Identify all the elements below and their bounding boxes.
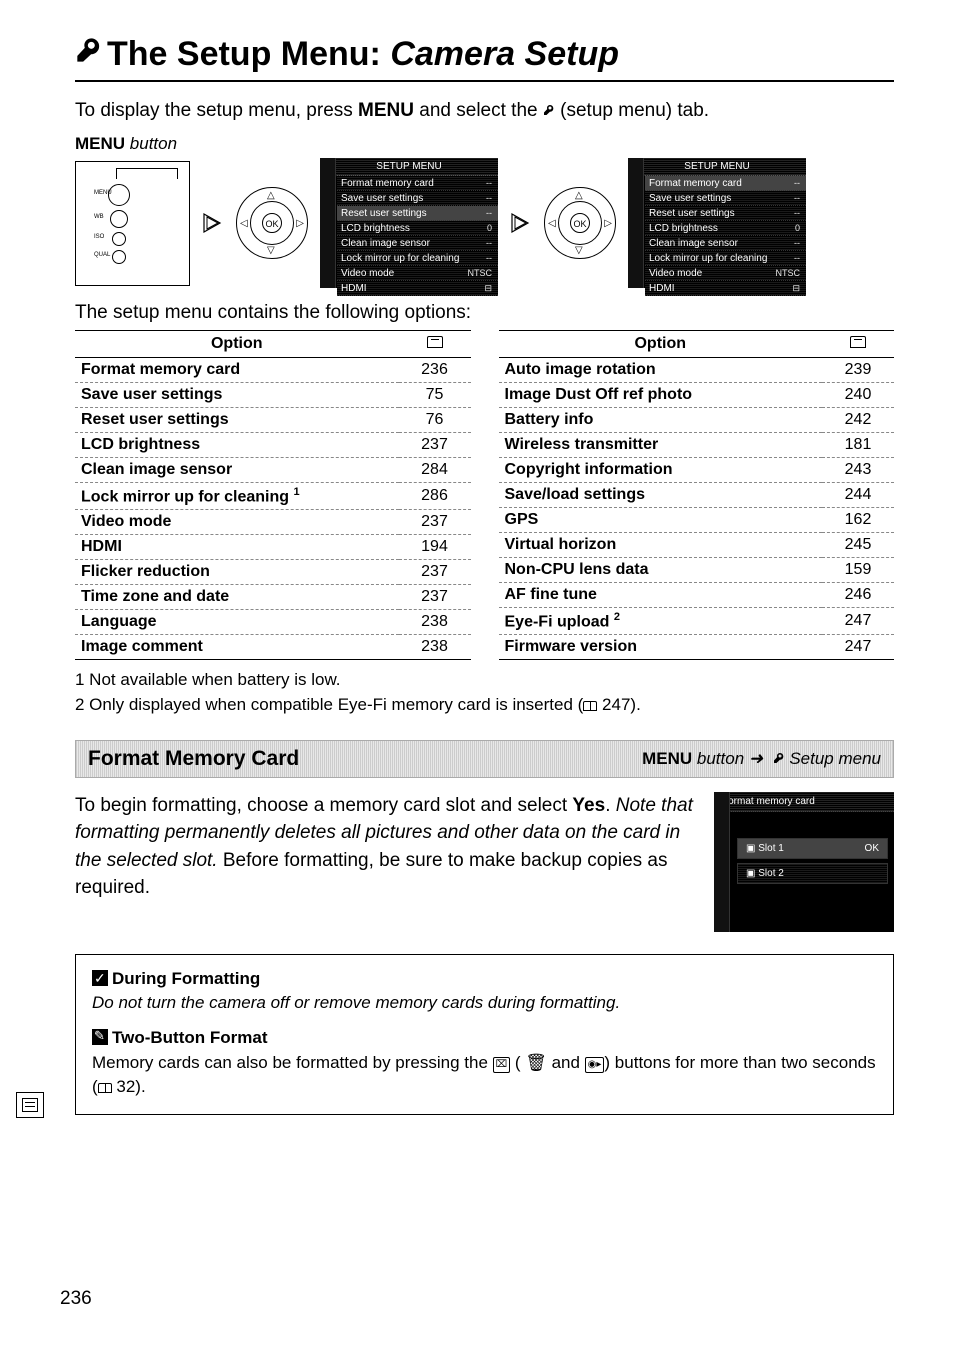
table-row: Copyright information243 xyxy=(499,458,895,483)
setup-menu-screen-1: SETUP MENU Format memory card--Save user… xyxy=(320,158,498,288)
options-table-right: Option Auto image rotation239Image Dust … xyxy=(499,330,895,660)
col-page xyxy=(399,331,471,358)
table-row: Time zone and date237 xyxy=(75,585,471,610)
section-title: Format Memory Card xyxy=(88,747,299,771)
menu-row: Reset user settings-- xyxy=(645,206,806,221)
arrow-right-icon xyxy=(510,210,532,236)
note-icon xyxy=(92,1029,108,1045)
menu-row: Save user settings-- xyxy=(337,191,498,206)
options-intro: The setup menu contains the following op… xyxy=(75,302,894,324)
menu-row: Lock mirror up for cleaning-- xyxy=(645,251,806,266)
table-row: Reset user settings76 xyxy=(75,408,471,433)
menu-row: HDMI⊟ xyxy=(337,281,498,296)
menu-row: Lock mirror up for cleaning-- xyxy=(337,251,498,266)
book-icon xyxy=(98,1083,112,1093)
menu-row: HDMI⊟ xyxy=(645,281,806,296)
format-screen: Format memory card ▣ Slot 1OK ▣ Slot 2 xyxy=(714,792,894,932)
section-breadcrumb: MENU button ➜ Setup menu xyxy=(642,749,881,769)
table-row: AF fine tune246 xyxy=(499,583,895,608)
caution-icon xyxy=(92,970,108,986)
footnote-1: 1 Not available when battery is low. xyxy=(75,668,894,693)
multi-selector-diagram: OK △ ▽ ◁ ▷ xyxy=(236,187,308,259)
book-icon xyxy=(427,336,443,348)
camera-back-diagram: MENU WB ISO QUAL xyxy=(75,161,190,286)
figure-row: MENU WB ISO QUAL OK △ ▽ ◁ ▷ SETUP MENU F… xyxy=(75,158,894,288)
wrench-icon xyxy=(75,36,103,70)
arrow-right-icon xyxy=(202,210,224,236)
callout-box: During Formatting Do not turn the camera… xyxy=(75,954,894,1115)
wrench-icon xyxy=(773,751,785,765)
table-row: Eye-Fi upload 2247 xyxy=(499,608,895,635)
callout-body-2: Memory cards can also be formatted by pr… xyxy=(92,1051,877,1100)
table-row: Format memory card236 xyxy=(75,358,471,383)
table-row: Virtual horizon245 xyxy=(499,533,895,558)
page-number: 236 xyxy=(60,1288,92,1310)
table-row: Image comment238 xyxy=(75,635,471,660)
title-text-1: The Setup Menu: xyxy=(107,35,381,73)
table-row: Battery info242 xyxy=(499,408,895,433)
table-row: GPS162 xyxy=(499,508,895,533)
table-row: Non-CPU lens data159 xyxy=(499,558,895,583)
meter-btn-icon: ◉▸ xyxy=(585,1057,605,1074)
table-row: Image Dust Off ref photo240 xyxy=(499,383,895,408)
col-page xyxy=(822,331,894,358)
menu-button-caption: MENU button xyxy=(75,134,894,154)
menu-row: LCD brightness0 xyxy=(337,221,498,236)
footnote-2: 2 Only displayed when compatible Eye-Fi … xyxy=(75,693,894,718)
section-header: Format Memory Card MENU button ➜ Setup m… xyxy=(75,740,894,778)
format-text: To begin formatting, choose a memory car… xyxy=(75,792,700,902)
table-row: Save/load settings244 xyxy=(499,483,895,508)
footnotes: 1 Not available when battery is low. 2 O… xyxy=(75,668,894,717)
page-title: The Setup Menu: Camera Setup xyxy=(75,35,894,82)
options-tables: Option Format memory card236Save user se… xyxy=(75,330,894,660)
table-row: Auto image rotation239 xyxy=(499,358,895,383)
intro-text: To display the setup menu, press MENU an… xyxy=(75,100,894,122)
menu-row: LCD brightness0 xyxy=(645,221,806,236)
table-row: Language238 xyxy=(75,610,471,635)
menu-row: Format memory card-- xyxy=(645,176,806,191)
table-row: LCD brightness237 xyxy=(75,433,471,458)
col-option: Option xyxy=(499,331,823,358)
table-row: Wireless transmitter181 xyxy=(499,433,895,458)
menu-row: Format memory card-- xyxy=(337,176,498,191)
wrench-icon xyxy=(543,102,555,116)
slot-2-row: ▣ Slot 2 xyxy=(737,863,888,884)
callout-title-1: During Formatting xyxy=(112,969,260,988)
title-text-2: Camera Setup xyxy=(390,35,619,73)
menu-row: Video modeNTSC xyxy=(645,266,806,281)
options-table-left: Option Format memory card236Save user se… xyxy=(75,330,471,660)
table-row: Save user settings75 xyxy=(75,383,471,408)
side-tab-icon xyxy=(16,1092,44,1118)
table-row: Flicker reduction237 xyxy=(75,560,471,585)
menu-label: MENU xyxy=(358,100,414,121)
format-btn-icon: ⌧ xyxy=(493,1057,511,1074)
book-icon xyxy=(583,701,597,711)
book-icon xyxy=(850,336,866,348)
table-row: Lock mirror up for cleaning 1286 xyxy=(75,483,471,510)
menu-row: Video modeNTSC xyxy=(337,266,498,281)
col-option: Option xyxy=(75,331,399,358)
table-row: Video mode237 xyxy=(75,510,471,535)
callout-title-2: Two-Button Format xyxy=(112,1028,267,1047)
table-row: HDMI194 xyxy=(75,535,471,560)
setup-menu-screen-2: SETUP MENU Format memory card--Save user… xyxy=(628,158,806,288)
menu-row: Reset user settings-- xyxy=(337,206,498,221)
slot-1-row: ▣ Slot 1OK xyxy=(737,838,888,859)
callout-body-1: Do not turn the camera off or remove mem… xyxy=(92,993,620,1012)
menu-row: Clean image sensor-- xyxy=(337,236,498,251)
table-row: Clean image sensor284 xyxy=(75,458,471,483)
table-row: Firmware version247 xyxy=(499,635,895,660)
menu-row: Clean image sensor-- xyxy=(645,236,806,251)
menu-row: Save user settings-- xyxy=(645,191,806,206)
multi-selector-diagram: OK △ ▽ ◁ ▷ xyxy=(544,187,616,259)
